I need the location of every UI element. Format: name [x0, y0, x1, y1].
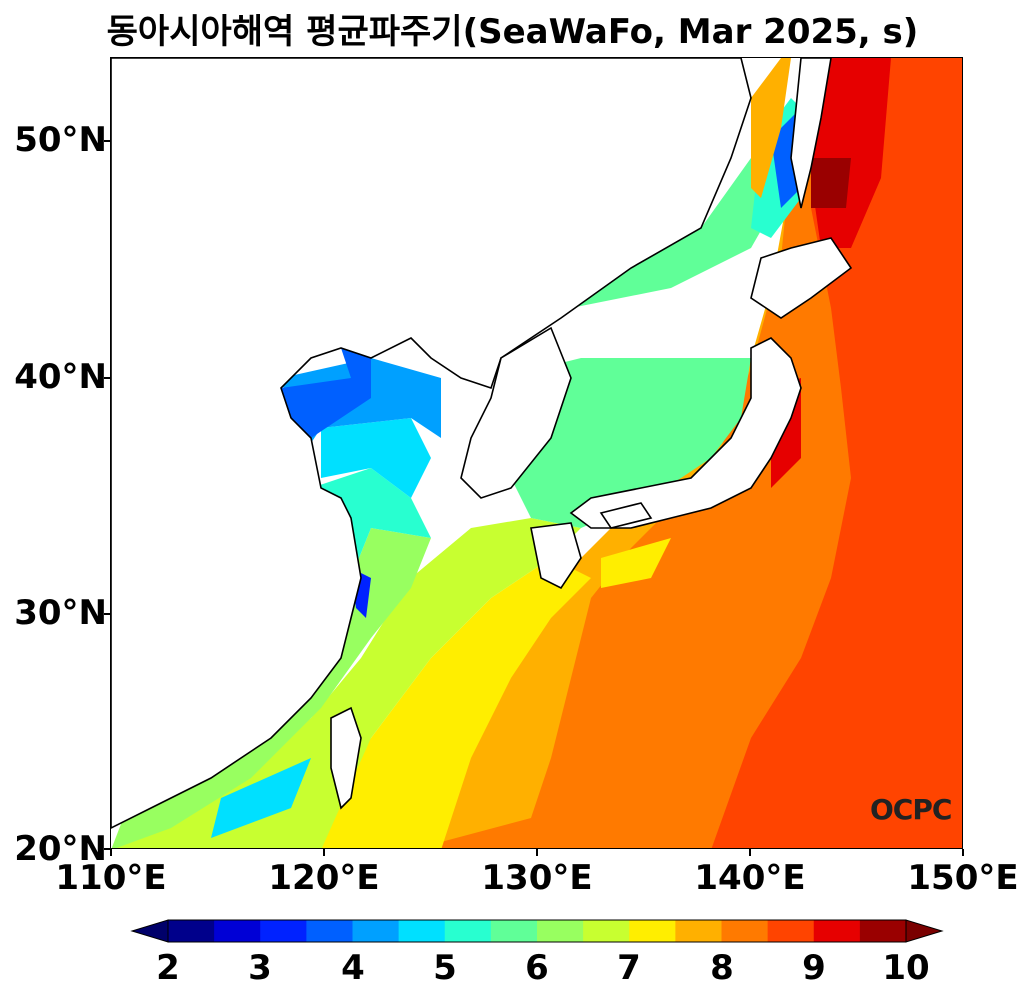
period-4-5-coast-south: [211, 758, 311, 838]
period-7-region: [113, 518, 581, 848]
colorbar-segment: [214, 920, 261, 942]
lat-tickmark: [104, 140, 111, 142]
colorbar-over-arrow: [905, 919, 944, 943]
japan-honshu: [569, 337, 802, 529]
colorbar-segment: [260, 920, 307, 942]
colorbar-segment: [537, 920, 584, 942]
shikoku: [599, 502, 653, 529]
lon-label: 140°E: [694, 858, 806, 898]
map-canvas: [111, 58, 962, 848]
colorbar-border: [167, 919, 907, 943]
colorbar-segment: [675, 920, 722, 942]
colorbar-segment: [629, 920, 676, 942]
colorbar-label: 4: [341, 948, 365, 988]
colorbar-label: 6: [525, 948, 549, 988]
colorbar-label: 9: [802, 948, 826, 988]
colorbar-segment: [444, 920, 492, 942]
colorbar-under-arrow: [130, 919, 169, 943]
period-5-region: [321, 418, 431, 498]
colorbar-segment: [306, 920, 353, 942]
taiwan: [330, 706, 362, 810]
map-title: 동아시아해역 평균파주기(SeaWaFo, Mar 2025, s): [106, 12, 919, 52]
japan-kyushu: [530, 522, 582, 590]
period-10-region: [811, 158, 851, 208]
japan-hokkaido: [750, 237, 853, 319]
lat-tickmark: [104, 848, 111, 850]
colorbar-label: 10: [882, 948, 930, 988]
colorbar-segment: [859, 920, 907, 942]
lat-tickmark: [104, 377, 111, 379]
lat-label: 50°N: [14, 120, 107, 160]
lon-label: 120°E: [268, 858, 380, 898]
period-7-5-south: [601, 538, 671, 588]
lon-tickmark: [536, 849, 538, 856]
land: [111, 58, 853, 829]
lon-label: 110°E: [55, 858, 167, 898]
colorbar-segment: [398, 920, 446, 942]
colorbar-segment: [767, 920, 815, 942]
colorbar-label: 2: [156, 948, 180, 988]
period-3-5-bohai: [281, 348, 371, 438]
period-7-5-region: [311, 558, 591, 848]
lon-tickmark: [962, 849, 964, 856]
colorbar-label: 7: [617, 948, 641, 988]
colorbar-label: 3: [248, 948, 272, 988]
korean-peninsula: [460, 326, 572, 499]
lat-label: 40°N: [14, 357, 107, 397]
colorbar-label: 8: [710, 948, 734, 988]
colorbar-segment: [490, 920, 538, 942]
lon-tickmark: [749, 849, 751, 856]
period-9-region: [711, 58, 962, 848]
ocpc-logo: OCPC: [870, 793, 952, 826]
lat-label: 20°N: [14, 829, 107, 869]
lon-label: 150°E: [907, 858, 1019, 898]
lat-tickmark: [104, 613, 111, 615]
lat-label: 30°N: [14, 593, 107, 633]
china-mainland: [111, 58, 752, 829]
colorbar-segment: [813, 920, 861, 942]
colorbar-segment: [168, 920, 215, 942]
lon-tickmark: [110, 849, 112, 856]
colorbar-segment: [721, 920, 769, 942]
sakhalin: [790, 58, 832, 209]
lon-label: 130°E: [481, 858, 593, 898]
colorbar-segment: [583, 920, 630, 942]
lon-tickmark: [323, 849, 325, 856]
period-7-coastal-band: [751, 58, 791, 198]
colorbar-segment: [352, 920, 400, 942]
colorbar-label: 5: [433, 948, 457, 988]
wave-period-map: [110, 57, 963, 849]
